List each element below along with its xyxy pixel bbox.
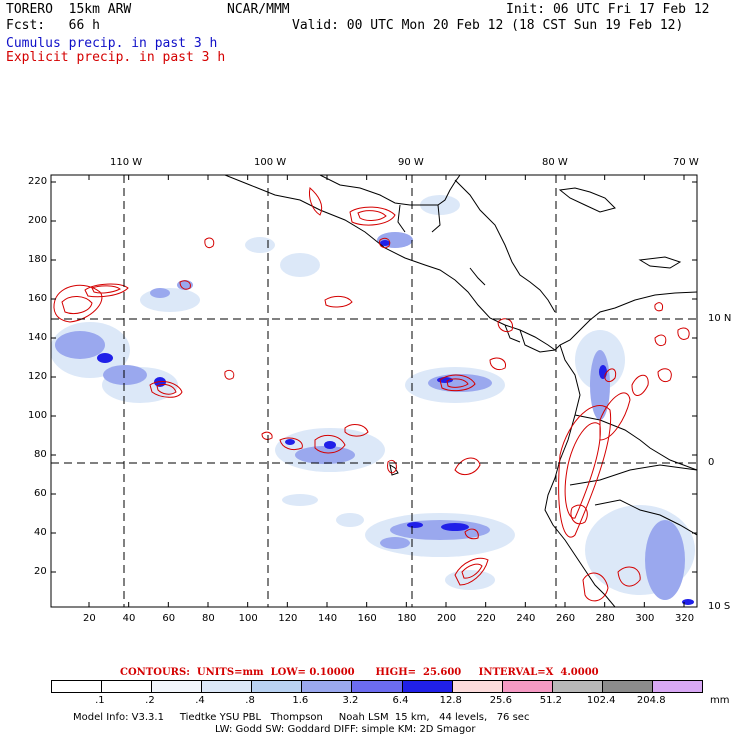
- colorbar-swatch: [651, 680, 703, 693]
- x-tick-label: 60: [162, 613, 176, 624]
- colorbar-label: 3.2: [342, 695, 359, 706]
- colorbar-swatch: [201, 680, 253, 693]
- y-tick-label: 200: [28, 215, 48, 226]
- x-tick-label: 280: [595, 613, 615, 624]
- colorbar-swatch: [101, 680, 153, 693]
- colorbar-swatch: [51, 680, 103, 693]
- y-tick-label: 100: [28, 410, 48, 421]
- model-info: Model Info: V3.3.1 Tiedtke YSU PBL Thomp…: [73, 712, 530, 723]
- y-tick-label: 140: [28, 332, 48, 343]
- x-tick-label: 260: [556, 613, 576, 624]
- colorbar-label: .8: [245, 695, 255, 706]
- cumulus-precip-shading: [51, 195, 695, 605]
- x-tick-label: 200: [437, 613, 457, 624]
- y-tick-label: 180: [28, 254, 48, 265]
- longitude-label: 110 W: [110, 157, 143, 168]
- longitude-label: 80 W: [542, 157, 568, 168]
- colorbar-swatch: [351, 680, 403, 693]
- colorbar-label: 6.4: [392, 695, 409, 706]
- longitude-label: 90 W: [398, 157, 424, 168]
- x-tick-label: 40: [122, 613, 136, 624]
- latlon-grid: [51, 175, 697, 607]
- x-tick-label: 20: [83, 613, 96, 624]
- contours-caption: CONTOURS: UNITS=mm LOW= 0.10000 HIGH= 25…: [120, 667, 599, 678]
- x-tick-label: 160: [357, 613, 377, 624]
- x-tick-label: 120: [278, 613, 298, 624]
- longitude-label: 100 W: [254, 157, 287, 168]
- y-tick-marks: [51, 181, 697, 573]
- latitude-label: 10 N: [708, 313, 732, 324]
- colorbar-label: 12.8: [439, 695, 462, 706]
- map-frame: [50, 174, 698, 608]
- coastlines: [224, 175, 697, 607]
- colorbar-swatch: [401, 680, 453, 693]
- colorbar-swatch: [301, 680, 353, 693]
- colorbar-swatch: [501, 680, 553, 693]
- colorbar-swatch: [451, 680, 503, 693]
- y-tick-label: 120: [28, 371, 48, 382]
- y-tick-label: 20: [34, 566, 47, 577]
- model-title: TORERO 15km ARW: [6, 2, 132, 17]
- x-tick-label: 100: [238, 613, 258, 624]
- forecast-hour: Fcst: 66 h: [6, 18, 100, 33]
- colorbar-swatch: [151, 680, 203, 693]
- x-tick-label: 140: [318, 613, 338, 624]
- explicit-precip-contours: [53, 187, 690, 602]
- colorbar-unit: mm: [710, 695, 730, 706]
- colorbar-label: 204.8: [636, 695, 666, 706]
- colorbar-label: 102.4: [586, 695, 616, 706]
- x-tick-label: 320: [675, 613, 695, 624]
- y-tick-label: 160: [28, 293, 48, 304]
- colorbar-swatch: [601, 680, 653, 693]
- init-time: Init: 06 UTC Fri 17 Feb 12: [506, 2, 710, 17]
- model-physics: LW: Godd SW: Goddard DIFF: simple KM: 2D…: [215, 724, 476, 735]
- y-tick-label: 40: [34, 527, 47, 538]
- x-tick-label: 180: [397, 613, 417, 624]
- colorbar-label: 1.6: [292, 695, 309, 706]
- x-tick-label: 80: [202, 613, 215, 624]
- latitude-label: 0: [708, 457, 715, 468]
- colorbar-label: .1: [95, 695, 105, 706]
- colorbar-swatch: [251, 680, 303, 693]
- y-tick-label: 220: [28, 176, 48, 187]
- x-tick-label: 300: [635, 613, 655, 624]
- x-tick-marks: [88, 175, 685, 607]
- explicit-field-label: Explicit precip. in past 3 h: [6, 50, 226, 65]
- longitude-label: 70 W: [673, 157, 699, 168]
- colorbar-swatch: [551, 680, 603, 693]
- valid-time: Valid: 00 UTC Mon 20 Feb 12 (18 CST Sun …: [292, 18, 684, 33]
- colorbar-label: 51.2: [539, 695, 563, 706]
- colorbar-label: 25.6: [489, 695, 512, 706]
- y-tick-label: 60: [34, 488, 47, 499]
- x-tick-label: 240: [516, 613, 536, 624]
- org-label: NCAR/MMM: [227, 2, 290, 17]
- colorbar-label: .4: [195, 695, 205, 706]
- latitude-label: 10 S: [708, 601, 731, 612]
- x-tick-label: 220: [476, 613, 496, 624]
- colorbar-label: .2: [145, 695, 155, 706]
- y-tick-label: 80: [34, 449, 47, 460]
- cumulus-field-label: Cumulus precip. in past 3 h: [6, 36, 218, 51]
